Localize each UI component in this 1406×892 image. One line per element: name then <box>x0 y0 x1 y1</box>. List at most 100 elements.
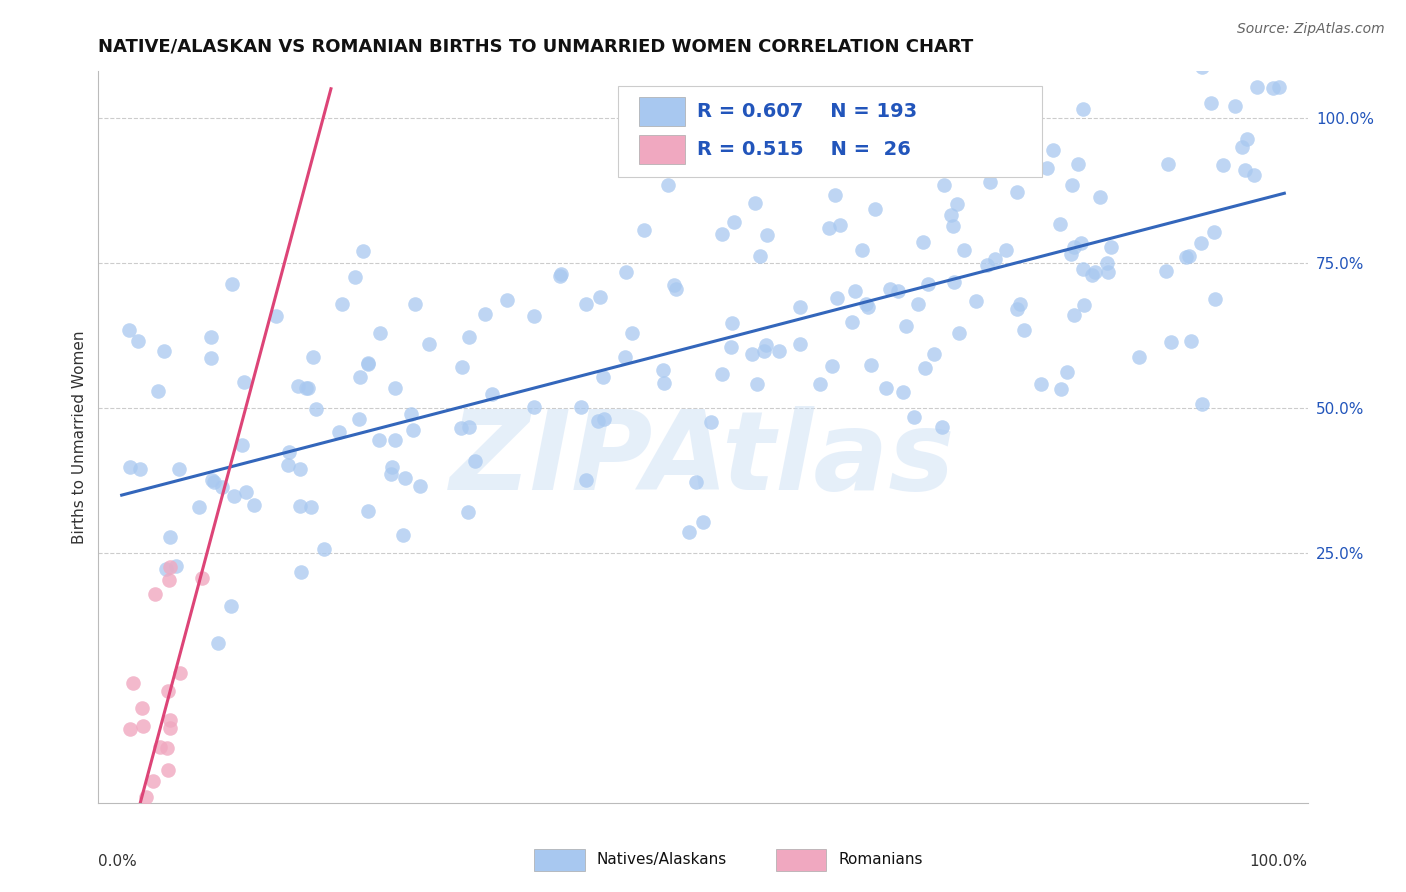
Text: Source: ZipAtlas.com: Source: ZipAtlas.com <box>1237 22 1385 37</box>
Point <box>741 347 763 361</box>
Point <box>1073 298 1095 312</box>
Point <box>749 249 772 263</box>
Point <box>652 376 675 390</box>
Point <box>907 297 929 311</box>
Point <box>368 433 391 447</box>
Point <box>496 293 519 307</box>
Text: Natives/Alaskans: Natives/Alaskans <box>596 853 727 867</box>
Point <box>824 188 846 202</box>
Point <box>332 297 354 311</box>
Point <box>481 386 503 401</box>
Point <box>1212 158 1234 172</box>
Point <box>932 178 955 192</box>
Point <box>124 889 146 892</box>
Point <box>692 515 714 529</box>
Point <box>299 500 322 514</box>
Point <box>613 350 636 364</box>
Point <box>221 277 243 291</box>
Point <box>917 277 939 291</box>
Point <box>368 326 391 340</box>
Point <box>457 330 479 344</box>
Point <box>1202 225 1225 239</box>
Point <box>914 360 936 375</box>
Text: 0.0%: 0.0% <box>98 854 138 869</box>
Point <box>894 319 917 334</box>
Point <box>451 359 474 374</box>
Point <box>349 370 371 384</box>
FancyBboxPatch shape <box>534 849 585 871</box>
Point <box>145 587 167 601</box>
Point <box>191 571 214 585</box>
Point <box>131 701 153 715</box>
Point <box>458 420 481 434</box>
Point <box>946 196 969 211</box>
Point <box>136 812 159 826</box>
Point <box>1263 81 1285 95</box>
Point <box>1268 79 1291 94</box>
Point <box>402 423 425 437</box>
Point <box>211 480 233 494</box>
Point <box>700 415 723 429</box>
FancyBboxPatch shape <box>638 135 685 164</box>
Point <box>1175 250 1198 264</box>
Point <box>357 504 380 518</box>
Point <box>1189 236 1212 251</box>
Point <box>290 565 312 579</box>
Point <box>450 420 472 434</box>
Point <box>1180 334 1202 348</box>
Point <box>1067 157 1090 171</box>
Point <box>243 498 266 512</box>
Point <box>357 356 380 370</box>
Point <box>120 829 142 843</box>
Point <box>1097 264 1119 278</box>
Point <box>1063 308 1085 322</box>
Point <box>1063 240 1085 254</box>
Point <box>593 412 616 426</box>
Point <box>136 827 159 841</box>
Point <box>1005 185 1028 199</box>
Point <box>1095 256 1118 270</box>
Point <box>127 334 149 348</box>
Point <box>159 713 181 727</box>
Point <box>1178 249 1201 263</box>
Point <box>290 462 312 476</box>
FancyBboxPatch shape <box>619 86 1042 178</box>
Point <box>821 359 844 373</box>
Point <box>155 562 177 576</box>
Point <box>588 414 610 428</box>
Point <box>1230 140 1253 154</box>
Point <box>755 228 778 243</box>
Point <box>789 300 811 314</box>
Point <box>277 458 299 472</box>
Point <box>571 400 593 414</box>
Text: Romanians: Romanians <box>838 853 922 867</box>
Point <box>219 599 242 613</box>
Point <box>394 471 416 485</box>
Point <box>118 324 141 338</box>
Y-axis label: Births to Unmarried Women: Births to Unmarried Women <box>72 330 87 544</box>
Point <box>200 330 222 344</box>
Point <box>200 351 222 365</box>
Text: 100.0%: 100.0% <box>1250 854 1308 869</box>
Point <box>148 384 170 398</box>
Point <box>976 258 998 272</box>
Point <box>1191 60 1213 74</box>
Point <box>384 381 406 395</box>
Text: ZIPAtlas: ZIPAtlas <box>450 406 956 513</box>
Point <box>288 499 311 513</box>
Point <box>952 243 974 257</box>
Point <box>297 381 319 395</box>
Point <box>235 484 257 499</box>
Point <box>931 420 953 434</box>
Point <box>651 363 673 377</box>
Point <box>295 381 318 395</box>
Point <box>231 437 253 451</box>
Point <box>745 377 768 392</box>
Point <box>201 473 224 487</box>
Point <box>1042 143 1064 157</box>
Point <box>995 243 1018 257</box>
Point <box>856 300 879 314</box>
Text: NATIVE/ALASKAN VS ROMANIAN BIRTHS TO UNMARRIED WOMEN CORRELATION CHART: NATIVE/ALASKAN VS ROMANIAN BIRTHS TO UNM… <box>98 38 974 56</box>
Point <box>1088 190 1111 204</box>
Point <box>830 218 852 232</box>
